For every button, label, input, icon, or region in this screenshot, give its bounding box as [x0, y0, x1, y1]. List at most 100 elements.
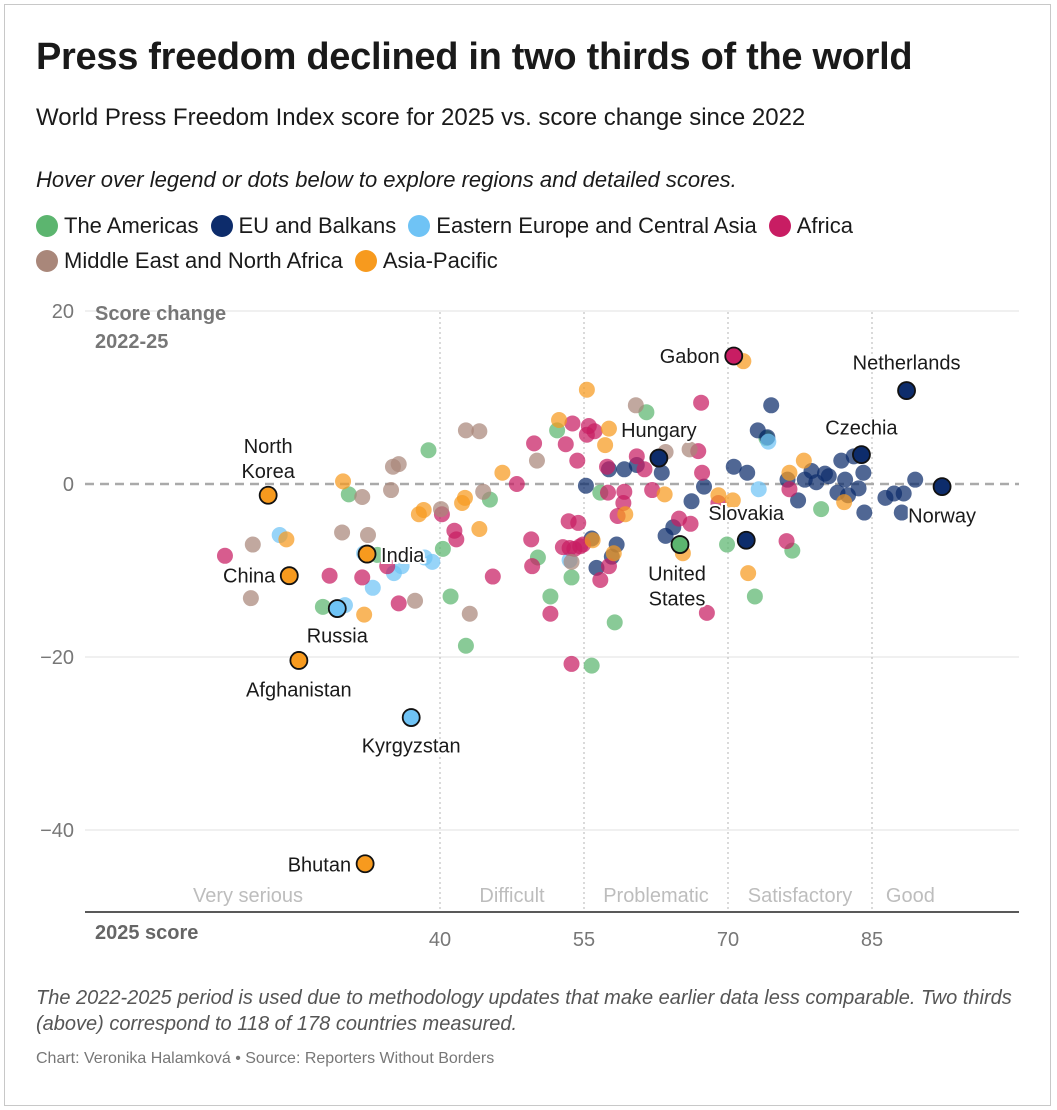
- data-point[interactable]: [471, 423, 488, 440]
- legend-item-eu-balkans[interactable]: EU and Balkans: [210, 213, 396, 238]
- highlighted-point[interactable]: [932, 477, 952, 496]
- data-point[interactable]: [605, 545, 622, 562]
- data-point[interactable]: [606, 614, 623, 631]
- data-point[interactable]: [542, 605, 559, 622]
- data-point[interactable]: [617, 506, 634, 523]
- data-point[interactable]: [644, 482, 661, 499]
- legend-item-africa[interactable]: Africa: [768, 213, 853, 238]
- data-point[interactable]: [360, 527, 376, 544]
- data-point[interactable]: [795, 452, 812, 469]
- data-point[interactable]: [781, 481, 798, 498]
- data-point[interactable]: [340, 486, 357, 503]
- data-point[interactable]: [895, 485, 912, 502]
- data-point[interactable]: [599, 458, 616, 475]
- data-point[interactable]: [216, 547, 233, 564]
- data-point[interactable]: [616, 483, 633, 500]
- data-point[interactable]: [628, 448, 645, 465]
- legend-item-eastern-europe[interactable]: Eastern Europe and Central Asia: [408, 213, 757, 238]
- data-point[interactable]: [725, 458, 742, 475]
- data-point[interactable]: [508, 476, 525, 492]
- data-point[interactable]: [616, 461, 633, 478]
- data-point[interactable]: [592, 572, 609, 589]
- data-point[interactable]: [494, 464, 511, 481]
- data-point[interactable]: [242, 590, 259, 607]
- highlighted-point[interactable]: [649, 448, 669, 468]
- data-point[interactable]: [448, 531, 465, 548]
- data-point[interactable]: [457, 422, 474, 439]
- data-point[interactable]: [563, 655, 580, 672]
- highlighted-point[interactable]: [289, 651, 309, 670]
- data-point[interactable]: [724, 492, 741, 509]
- data-point[interactable]: [588, 559, 605, 576]
- data-point[interactable]: [600, 484, 616, 501]
- data-point[interactable]: [750, 481, 767, 498]
- data-point[interactable]: [837, 471, 854, 488]
- data-point[interactable]: [244, 536, 261, 553]
- data-point[interactable]: [475, 483, 492, 500]
- highlighted-point[interactable]: [258, 485, 278, 505]
- data-point[interactable]: [390, 595, 407, 612]
- data-point[interactable]: [461, 605, 478, 622]
- highlighted-point[interactable]: [736, 530, 756, 550]
- data-point[interactable]: [763, 397, 780, 414]
- data-point[interactable]: [790, 492, 807, 509]
- data-point[interactable]: [354, 488, 371, 505]
- data-point[interactable]: [586, 423, 603, 440]
- data-point[interactable]: [415, 501, 432, 518]
- data-point[interactable]: [710, 487, 727, 504]
- data-point[interactable]: [570, 514, 587, 531]
- data-point[interactable]: [653, 464, 670, 481]
- highlighted-point[interactable]: [401, 708, 421, 727]
- data-point[interactable]: [584, 532, 601, 549]
- highlighted-point[interactable]: [724, 346, 744, 366]
- data-point[interactable]: [683, 493, 700, 510]
- data-point[interactable]: [693, 394, 710, 411]
- data-point[interactable]: [420, 442, 437, 459]
- data-point[interactable]: [627, 397, 644, 414]
- data-point[interactable]: [523, 531, 540, 548]
- data-point[interactable]: [636, 461, 653, 478]
- data-point[interactable]: [528, 452, 545, 469]
- data-point[interactable]: [457, 637, 474, 654]
- data-point[interactable]: [781, 464, 798, 481]
- data-point[interactable]: [578, 381, 595, 398]
- data-point[interactable]: [577, 477, 594, 494]
- data-point[interactable]: [364, 579, 381, 596]
- data-point[interactable]: [696, 478, 712, 495]
- data-point[interactable]: [432, 501, 449, 518]
- data-point[interactable]: [321, 567, 338, 584]
- data-point[interactable]: [335, 473, 352, 490]
- data-point[interactable]: [850, 480, 867, 497]
- data-point[interactable]: [557, 436, 574, 453]
- legend-item-americas[interactable]: The Americas: [36, 213, 199, 238]
- data-point[interactable]: [597, 437, 614, 454]
- data-point[interactable]: [893, 504, 910, 521]
- data-point[interactable]: [836, 494, 853, 511]
- data-point[interactable]: [569, 452, 586, 469]
- data-point[interactable]: [484, 568, 501, 585]
- data-point[interactable]: [393, 558, 410, 575]
- data-point[interactable]: [600, 558, 617, 575]
- highlighted-point[interactable]: [355, 854, 375, 874]
- data-point[interactable]: [681, 441, 698, 458]
- data-point[interactable]: [379, 558, 396, 575]
- data-point[interactable]: [390, 456, 407, 473]
- data-point[interactable]: [600, 420, 617, 437]
- data-point[interactable]: [583, 657, 600, 674]
- highlighted-point[interactable]: [327, 599, 347, 618]
- data-point[interactable]: [563, 569, 580, 586]
- data-point[interactable]: [698, 604, 715, 621]
- data-point[interactable]: [907, 471, 924, 488]
- data-point[interactable]: [551, 411, 568, 428]
- data-point[interactable]: [563, 553, 580, 570]
- data-point[interactable]: [778, 533, 795, 550]
- highlighted-point[interactable]: [852, 445, 871, 464]
- data-point[interactable]: [820, 468, 837, 485]
- data-point[interactable]: [354, 569, 371, 586]
- highlighted-point[interactable]: [897, 381, 916, 400]
- data-point[interactable]: [855, 464, 872, 481]
- data-point[interactable]: [739, 464, 756, 481]
- data-point[interactable]: [682, 515, 699, 532]
- data-point[interactable]: [524, 558, 541, 575]
- data-point[interactable]: [746, 588, 763, 605]
